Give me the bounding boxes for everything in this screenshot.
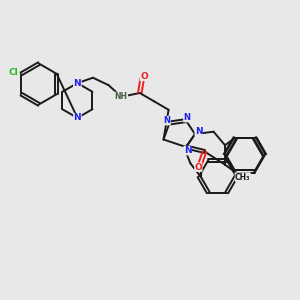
Text: NH: NH	[115, 92, 128, 101]
Text: N: N	[74, 113, 81, 122]
Text: CH₃: CH₃	[235, 172, 250, 182]
Text: O: O	[140, 72, 148, 81]
Text: N: N	[164, 116, 171, 125]
Text: N: N	[195, 127, 203, 136]
Text: O: O	[194, 163, 202, 172]
Text: N: N	[184, 146, 191, 155]
Text: Cl: Cl	[9, 68, 19, 77]
Text: N: N	[74, 79, 81, 88]
Text: N: N	[183, 113, 190, 122]
